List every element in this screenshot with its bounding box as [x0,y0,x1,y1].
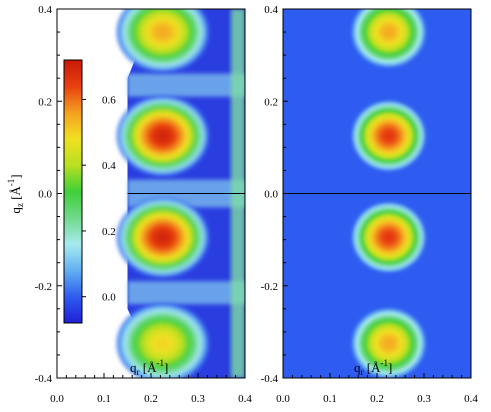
right-y-axis: 0.4 0.2 0.0 -0.2 -0.4 [261,4,288,385]
y-tick-label: 0.2 [264,96,278,108]
y-tick-label: -0.2 [35,281,52,293]
scatter-band [127,281,245,305]
peak-contour [159,132,167,139]
colorbar-tick-label: 0.6 [102,94,116,106]
peak-contour [386,234,392,240]
y-tick-label: 0.2 [38,96,52,108]
peak-4 [350,307,427,378]
right-x-label: qr [Å-1] [354,358,392,377]
colorbar [63,59,83,324]
y-tick-label: 0.0 [38,189,52,201]
y-tick-label: 0.0 [264,189,278,201]
peak-contour [159,234,167,241]
x-tick-label: 0.4 [464,393,478,405]
colorbar-tick-label: 0.4 [102,160,116,172]
peak-contour [386,29,392,35]
peak-2 [116,95,209,176]
peak-4 [116,303,209,378]
colorbar-ticks: 0.6 0.4 0.2 0.0 [82,94,116,304]
peak-3 [350,201,427,274]
y-tick-label: -0.4 [261,373,279,385]
x-tick-label: 0.0 [50,393,64,405]
right-panel: 0.0 0.1 0.2 0.3 0.4 0.4 0.2 0.0 -0.2 -0.4 qr [Å-… [261,4,479,405]
y-axis-label: qz [Å-1] [6,174,25,213]
x-tick-label: 0.2 [144,393,158,405]
scatter-band [127,73,245,97]
right-x-axis: 0.0 0.1 0.2 0.3 0.4 [276,373,478,405]
right-heatmap [283,9,471,378]
peak-2 [350,99,427,172]
peak-3 [116,197,209,278]
x-tick-label: 0.0 [276,393,290,405]
peak-contour [386,340,392,346]
peak-contour [159,29,167,35]
colorbar-tick-label: 0.2 [102,226,116,238]
peak-1 [350,9,427,69]
y-tick-label: 0.4 [38,4,52,16]
x-tick-label: 0.1 [97,393,111,405]
peak-contour [159,340,167,347]
left-panel: 0.0 0.1 0.2 0.3 0.4 0.4 0.2 0.0 -0.2 -0.4 0.6 0.4… [6,4,252,405]
y-tick-label: -0.2 [261,281,278,293]
y-tick-label: 0.4 [264,4,278,16]
x-tick-label: 0.2 [370,393,384,405]
x-tick-label: 0.3 [191,393,205,405]
peak-1 [116,9,209,73]
left-x-label: qr [Å-1] [130,358,168,377]
x-tick-label: 0.3 [417,393,431,405]
x-tick-label: 0.1 [323,393,337,405]
left-x-axis: 0.0 0.1 0.2 0.3 0.4 [50,373,252,405]
x-tick-label: 0.4 [238,393,252,405]
y-tick-label: -0.4 [35,373,53,385]
colorbar-tick-label: 0.0 [102,292,116,304]
peak-contour [386,133,392,139]
left-y-axis: 0.4 0.2 0.0 -0.2 -0.4 [35,4,62,385]
